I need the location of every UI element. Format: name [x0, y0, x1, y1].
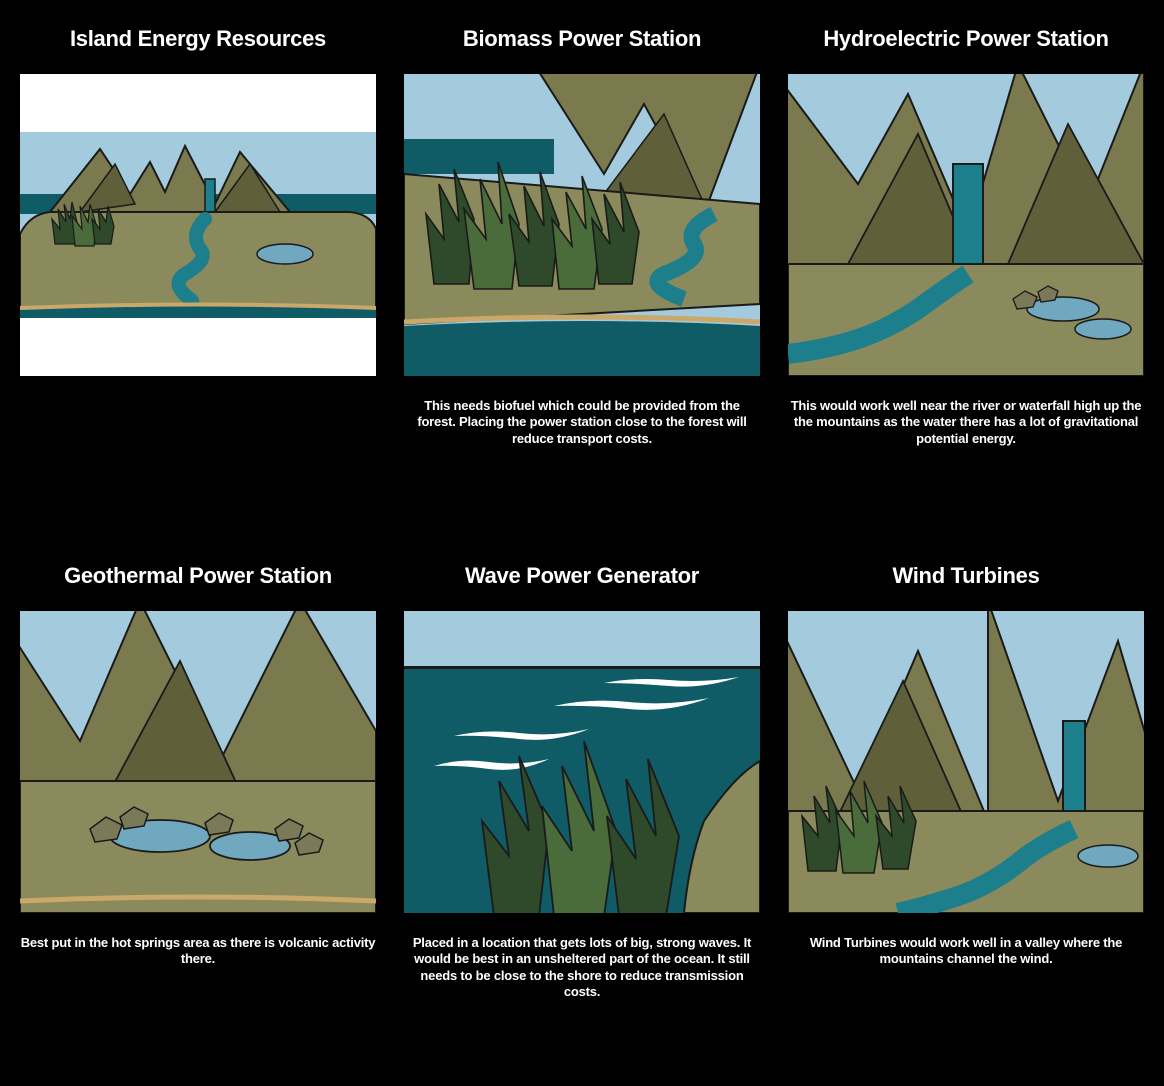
cell-geothermal: Geothermal Power Station — [12, 549, 384, 1074]
cell-title: Island Energy Resources — [70, 26, 326, 52]
illustration-panel — [20, 611, 376, 913]
cell-title: Wind Turbines — [892, 563, 1039, 589]
cell-wave: Wave Power Generator — [396, 549, 768, 1074]
storyboard-grid: Island Energy Resources — [0, 0, 1164, 1086]
cell-wind: Wind Turbines — [780, 549, 1152, 1074]
illustration-panel — [404, 74, 760, 376]
cell-description: This would work well near the river or w… — [788, 398, 1144, 447]
cell-description: Wind Turbines would work well in a valle… — [788, 935, 1144, 968]
illustration-panel — [20, 74, 376, 376]
cell-title: Wave Power Generator — [465, 563, 699, 589]
valley-scene — [788, 611, 1144, 913]
ocean-waves-scene — [404, 611, 760, 913]
forest-closeup-scene — [404, 74, 760, 376]
cell-title: Biomass Power Station — [463, 26, 701, 52]
hot-springs-scene — [20, 611, 376, 913]
cell-title: Hydroelectric Power Station — [823, 26, 1108, 52]
illustration-panel — [788, 74, 1144, 376]
cell-hydroelectric: Hydroelectric Power Station — [780, 12, 1152, 537]
cell-island-overview: Island Energy Resources — [12, 12, 384, 537]
cell-description: Placed in a location that gets lots of b… — [404, 935, 760, 1000]
cell-biomass: Biomass Power Station — [396, 12, 768, 537]
cell-description: This needs biofuel which could be provid… — [404, 398, 760, 447]
waterfall-scene — [788, 74, 1144, 376]
letterbox-top — [20, 74, 376, 132]
letterbox-bottom — [20, 318, 376, 376]
cell-title: Geothermal Power Station — [64, 563, 332, 589]
illustration-panel — [788, 611, 1144, 913]
cell-description: Best put in the hot springs area as ther… — [20, 935, 376, 968]
illustration-panel — [404, 611, 760, 913]
